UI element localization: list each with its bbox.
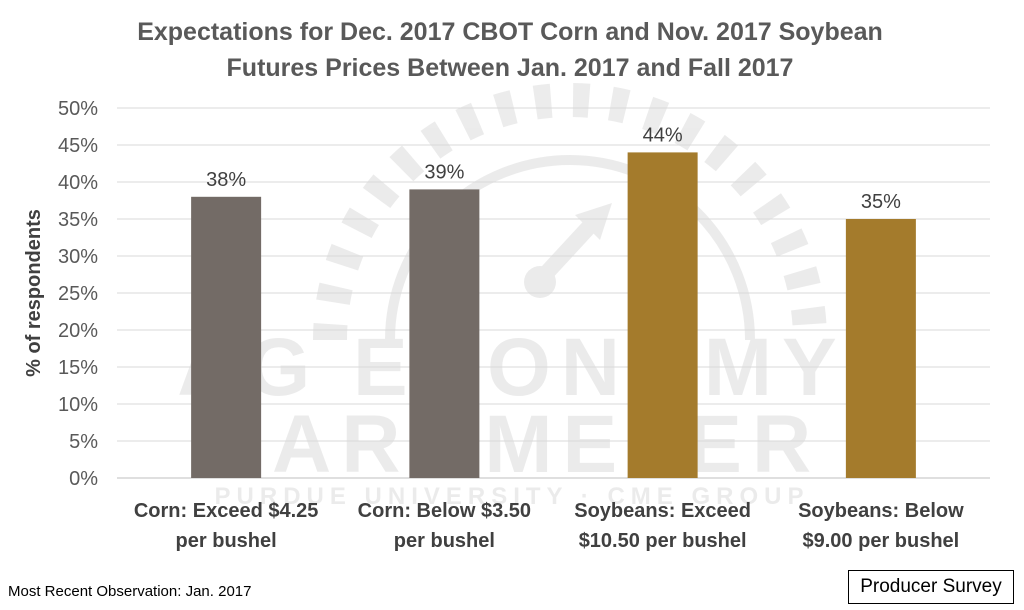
y-tick-label: 15% xyxy=(58,357,98,379)
bar-2 xyxy=(409,189,480,478)
data-labels: 38% 39% 44% 35% xyxy=(206,124,901,213)
data-label-3: 44% xyxy=(643,124,683,146)
chart-title-line-1: Expectations for Dec. 2017 CBOT Corn and… xyxy=(137,18,883,46)
chart-title: Expectations for Dec. 2017 CBOT Corn and… xyxy=(60,14,960,86)
category-labels: Corn: Exceed $4.25 per bushel Corn: Below … xyxy=(134,500,964,552)
y-tick-label: 40% xyxy=(58,172,98,194)
bar-3 xyxy=(627,152,698,478)
producer-survey-badge: Producer Survey xyxy=(848,570,1014,604)
y-axis-label: % of respondents xyxy=(23,209,45,377)
category-label-4-line-1: Soybeans: Below xyxy=(798,500,964,522)
y-tick-label: 45% xyxy=(58,135,98,157)
category-label-2-line-1: Corn: Below $3.50 xyxy=(358,500,531,522)
y-tick-label: 50% xyxy=(58,98,98,120)
data-label-2: 39% xyxy=(424,161,464,183)
bar-4 xyxy=(845,219,916,478)
bars xyxy=(191,152,916,479)
bar-1 xyxy=(191,196,262,479)
chart-title-line-2: Futures Prices Between Jan. 2017 and Fal… xyxy=(226,54,794,82)
footnote: Most Recent Observation: Jan. 2017 xyxy=(8,583,252,600)
watermark-line-3: PURDUE UNIVERSITY · CME GROUP xyxy=(215,483,810,510)
y-tick-label: 35% xyxy=(58,209,98,231)
category-label-2-line-2: per bushel xyxy=(394,530,495,552)
y-tick-label: 5% xyxy=(69,431,98,453)
category-label-3-line-1: Soybeans: Exceed xyxy=(574,500,751,522)
data-label-1: 38% xyxy=(206,169,246,191)
category-label-1-line-2: per bushel xyxy=(176,530,277,552)
y-tick-label: 20% xyxy=(58,320,98,342)
gridlines xyxy=(117,107,990,442)
watermark-logo: AG ECONOMY BAROMETER PURDUE UNIVERSITY ·… xyxy=(177,83,837,510)
data-label-4: 35% xyxy=(861,191,901,213)
y-tick-label: 0% xyxy=(69,468,98,490)
category-label-1-line-1: Corn: Exceed $4.25 xyxy=(134,500,319,522)
category-label-4-line-2: $9.00 per bushel xyxy=(803,530,960,552)
y-tick-label: 10% xyxy=(58,394,98,416)
y-tick-label: 25% xyxy=(58,283,98,305)
y-axis-ticks: 0% 5% 10% 15% 20% 25% 30% 35% 40% 45% 50% xyxy=(58,98,98,490)
watermark-line-2: BAROMETER xyxy=(203,399,821,490)
category-label-3-line-2: $10.50 per bushel xyxy=(579,530,747,552)
y-tick-label: 30% xyxy=(58,246,98,268)
